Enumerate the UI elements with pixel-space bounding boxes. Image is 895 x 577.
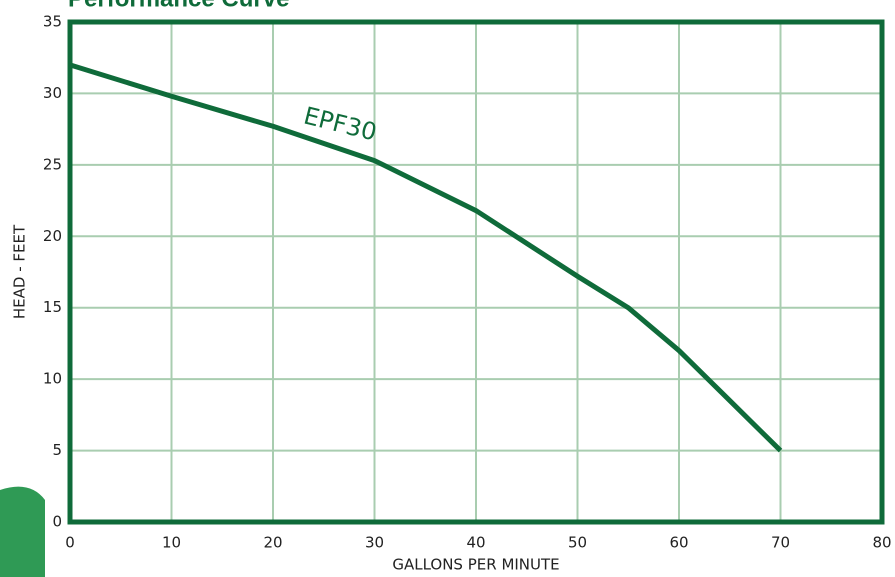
x-tick-label: 30 (365, 534, 384, 552)
chart-title: Performance Curve (68, 0, 289, 12)
x-axis-label: GALLONS PER MINUTE (392, 556, 559, 574)
plot-frame (67, 19, 885, 525)
x-tick-label: 50 (568, 534, 587, 552)
y-tick-label: 0 (52, 513, 62, 531)
x-tick-label: 0 (65, 534, 75, 552)
x-tick-label: 80 (872, 534, 891, 552)
x-tick-label: 60 (669, 534, 688, 552)
y-axis-label: HEAD - FEET (11, 224, 29, 319)
y-tick-label: 35 (43, 13, 62, 31)
x-tick-label: 10 (162, 534, 181, 552)
y-tick-label: 25 (43, 155, 62, 173)
y-tick-label: 30 (43, 84, 62, 102)
product-photo-fragment (0, 486, 45, 577)
curve (69, 62, 783, 453)
y-tick-label: 10 (43, 370, 62, 388)
y-tick-label: 15 (43, 298, 62, 316)
y-tick-label: 5 (52, 441, 62, 459)
x-tick-label: 70 (771, 534, 790, 552)
x-tick-label: 40 (466, 534, 485, 552)
x-tick-label: 20 (263, 534, 282, 552)
y-tick-label: 20 (43, 227, 62, 245)
